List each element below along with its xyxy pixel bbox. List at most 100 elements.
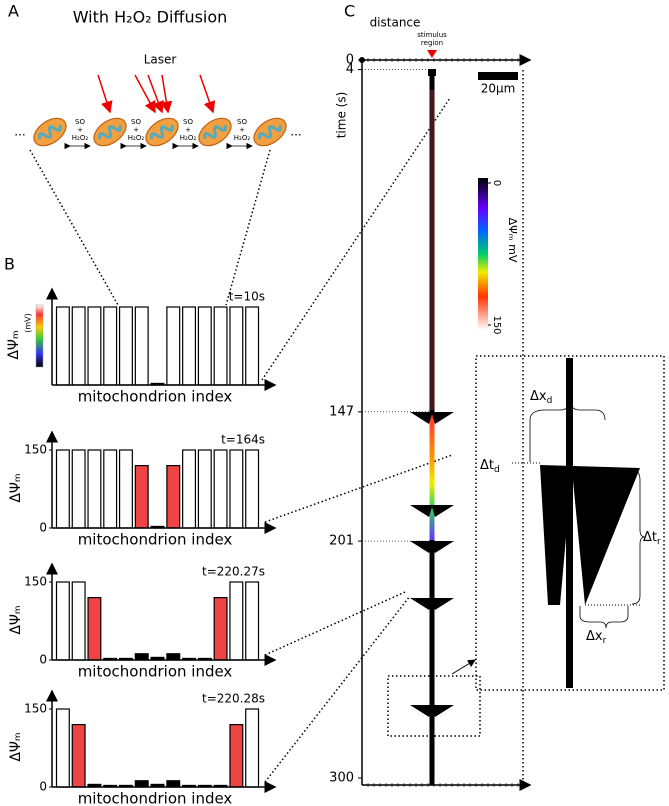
inset-label-main: Δt	[643, 530, 657, 545]
y-tick-label: 4	[346, 62, 354, 77]
x-axis-label: mitochondrion index	[78, 790, 233, 806]
mito-inner	[203, 124, 227, 140]
bar	[55, 449, 70, 529]
y-tick-label: 0	[39, 653, 47, 667]
bar	[166, 306, 181, 386]
inset-bracket	[631, 469, 646, 605]
trace-active	[429, 414, 435, 540]
x-axis-label: mitochondrion index	[78, 388, 233, 406]
inset-label-sub: r	[603, 636, 607, 646]
laser-arrows	[97, 74, 216, 114]
bar	[182, 449, 197, 529]
bar	[213, 449, 228, 529]
colorbar	[478, 178, 488, 330]
y-axis-label: ΔΨₘ	[8, 605, 24, 634]
y-axis-label: ΔΨₘ	[8, 473, 24, 502]
reaction-label: SO	[75, 118, 85, 126]
mitochondrion	[33, 117, 67, 147]
mito-inner	[150, 124, 174, 140]
wave-front	[410, 598, 454, 610]
bar	[55, 581, 70, 661]
inset-label: Δxd	[530, 389, 552, 406]
annotation: t=10s	[229, 290, 265, 304]
bar	[229, 581, 244, 661]
bar	[71, 581, 86, 661]
inset-label-main: Δx	[530, 389, 547, 404]
inset-box	[475, 355, 665, 691]
y-tick-label: 300	[329, 771, 354, 786]
y-tick-label: 150	[24, 702, 47, 716]
bar	[166, 465, 181, 529]
bar	[245, 708, 260, 788]
bar	[118, 449, 133, 529]
bar	[87, 306, 102, 386]
bar	[134, 653, 149, 661]
scale-bar	[478, 72, 518, 80]
bar	[71, 306, 86, 386]
mitochondrion	[145, 117, 179, 147]
panel-label: C	[344, 2, 355, 21]
bar	[103, 449, 118, 529]
y-tick-label: 0	[346, 53, 354, 68]
reaction-label: SO	[131, 118, 141, 126]
y-axis-unit: (mV)	[24, 313, 33, 333]
inset-label-sub: d	[547, 396, 553, 406]
inset-bracket	[579, 606, 629, 629]
bar	[71, 723, 86, 788]
mitochondrion	[253, 117, 287, 147]
colorbar-label: ΔΨₘ mV	[506, 218, 519, 263]
reaction-label: SO	[237, 118, 247, 126]
bar	[55, 306, 70, 386]
inset-trace	[566, 358, 573, 688]
y-tick-label: 0	[39, 521, 47, 535]
bar	[87, 449, 102, 529]
reaction-label: +	[133, 126, 139, 134]
stimulus-dot	[428, 69, 436, 76]
ellipsis: ...	[14, 125, 25, 139]
inset-label-sub: d	[494, 465, 500, 475]
y-tick-label: 147	[329, 404, 354, 419]
y-axis-label: time (s)	[335, 92, 349, 139]
bar	[87, 596, 102, 661]
mitochondrion	[93, 117, 127, 147]
y-tick-label: 150	[24, 443, 47, 457]
y-tick-label: 0	[39, 780, 47, 794]
y-tick-label: 201	[329, 534, 354, 549]
bar	[134, 780, 149, 788]
bar	[213, 306, 228, 386]
inset-label: Δtr	[643, 530, 661, 547]
ellipsis: ...	[290, 125, 301, 139]
bar	[71, 449, 86, 529]
trace-faint	[429, 90, 435, 410]
bar	[118, 306, 133, 386]
bar	[182, 306, 197, 386]
connector-lines	[29, 97, 481, 783]
reaction-label: H₂O₂	[128, 134, 145, 142]
wave-front	[410, 412, 454, 424]
inset-bracket	[529, 399, 606, 462]
mito-inner	[258, 124, 282, 140]
y-tick-label: 150	[24, 575, 47, 589]
reaction-label: H₂O₂	[72, 134, 89, 142]
mitochondrion	[198, 117, 232, 147]
x-axis-label: mitochondrion index	[78, 531, 233, 549]
scale-bar-label: 20μm	[481, 82, 516, 96]
bar	[103, 306, 118, 386]
y-axis-label: ΔΨₘ	[6, 330, 22, 359]
stimulus-label: region	[421, 39, 443, 47]
panel-label: B	[4, 255, 15, 274]
annotation: t=220.28s	[202, 692, 265, 706]
stimulus-marker	[427, 50, 437, 58]
x-axis-label: mitochondrion index	[78, 663, 233, 681]
reaction-label: SO	[183, 118, 193, 126]
inset-label: Δxr	[586, 629, 607, 646]
inset-label: Δtd	[480, 458, 500, 475]
bar	[166, 780, 181, 788]
bar	[134, 465, 149, 529]
bar	[197, 449, 212, 529]
bar	[229, 449, 244, 529]
laser-label: Laser	[144, 53, 177, 67]
inset-label-main: Δx	[586, 629, 603, 644]
mito-inner	[98, 124, 122, 140]
